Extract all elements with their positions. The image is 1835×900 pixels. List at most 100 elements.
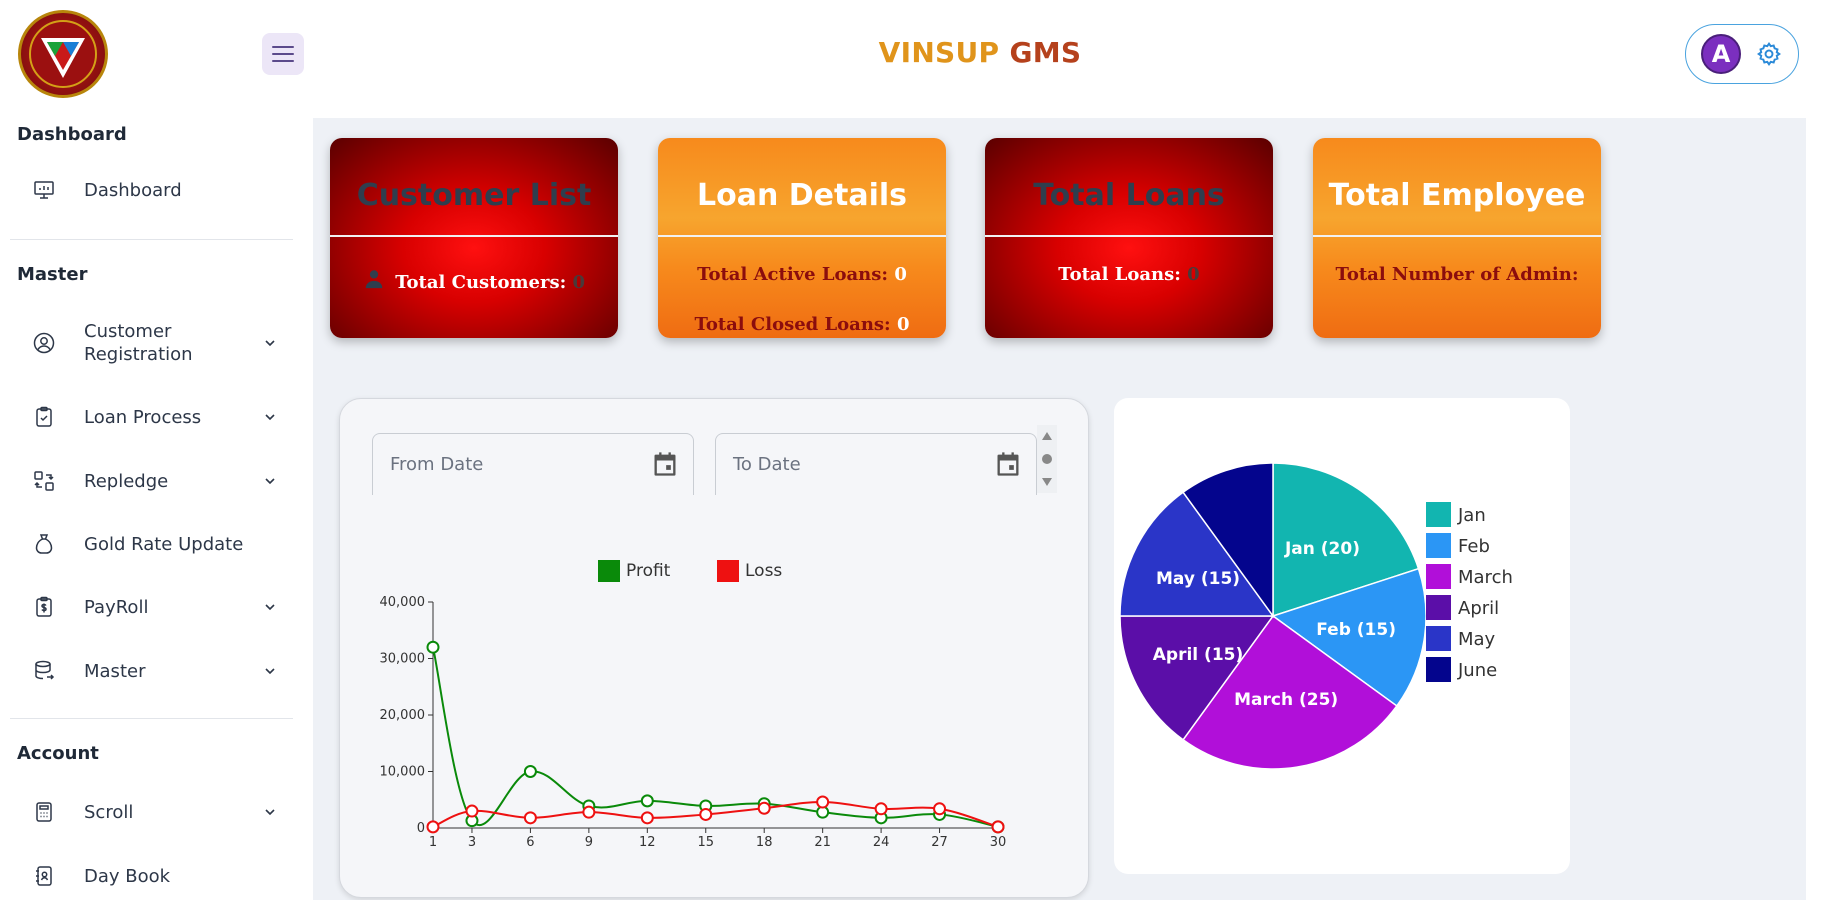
sidebar-item-label: Master <box>84 660 146 682</box>
loan-details-card[interactable]: Loan Details Total Active Loans: 0 Total… <box>658 138 946 338</box>
data-point-loss[interactable] <box>426 820 440 834</box>
x-tick-label: 9 <box>585 835 593 850</box>
data-point-profit[interactable] <box>426 640 440 654</box>
data-point-loss[interactable] <box>640 811 654 825</box>
data-point-loss[interactable] <box>874 802 888 816</box>
caret-down-icon[interactable] <box>1041 477 1053 487</box>
legend-label-loss: Loss <box>745 561 782 581</box>
dot-icon <box>1042 454 1052 464</box>
legend-label-profit: Profit <box>626 561 671 581</box>
sidebar-item-label: Repledge <box>84 470 169 492</box>
user-menu: A <box>1685 24 1799 84</box>
data-point-profit[interactable] <box>523 765 537 778</box>
app-title-product: GMS <box>1009 36 1082 69</box>
sidebar-item-gold-rate-update[interactable]: Gold Rate Update <box>30 530 280 558</box>
person-icon <box>365 270 383 289</box>
contacts-book-icon <box>30 862 58 890</box>
from-date-placeholder: From Date <box>390 454 484 475</box>
series-line-profit <box>432 646 999 828</box>
data-point-loss[interactable] <box>699 807 713 821</box>
data-point-loss[interactable] <box>523 811 537 825</box>
scroll-control[interactable] <box>1037 425 1057 493</box>
x-tick-label: 30 <box>990 835 1007 850</box>
sidebar-item-master[interactable]: Master <box>30 657 280 685</box>
stat-label: Total Number of Admin: <box>1335 264 1579 285</box>
monthly-pie-chart-panel <box>1114 398 1570 874</box>
total-customers-stat: Total Customers: 0 <box>330 268 618 293</box>
sidebar-item-label: Gold Rate Update <box>84 533 244 555</box>
y-tick-label: 20,000 <box>380 708 426 723</box>
total-employee-card[interactable]: Total Employee Total Number of Admin: <box>1313 138 1601 338</box>
sidebar-item-loan-process[interactable]: Loan Process <box>30 403 280 431</box>
data-point-loss[interactable] <box>933 802 947 816</box>
data-point-loss[interactable] <box>465 804 479 818</box>
sidebar-item-label: PayRoll <box>84 596 149 618</box>
sidebar-item-customer-registration[interactable]: Customer Registration <box>30 320 280 366</box>
x-tick-label: 3 <box>468 835 476 850</box>
data-point-loss[interactable] <box>757 801 771 815</box>
stat-value: 0 <box>896 314 910 335</box>
sidebar-item-scroll[interactable]: Scroll <box>30 798 280 826</box>
customer-list-card[interactable]: Customer List Total Customers: 0 <box>330 138 618 338</box>
chevron-down-icon <box>260 802 280 822</box>
y-tick-label: 30,000 <box>380 652 426 667</box>
card-divider <box>330 235 618 237</box>
x-tick-label: 18 <box>756 835 773 850</box>
data-point-profit[interactable] <box>640 794 654 808</box>
top-bar: VINSUP GMS A <box>0 0 1835 118</box>
stat-label: Total Loans: <box>1058 264 1181 285</box>
total-loans-card[interactable]: Total Loans Total Loans: 0 <box>985 138 1273 338</box>
x-tick-label: 6 <box>526 835 534 850</box>
sidebar-item-label: Loan Process <box>84 406 202 428</box>
card-title: Customer List <box>356 178 592 213</box>
calendar-icon[interactable] <box>651 450 679 478</box>
app-title: VINSUP GMS <box>0 36 1835 69</box>
sidebar-item-dashboard[interactable]: Dashboard <box>30 176 280 204</box>
caret-up-icon[interactable] <box>1041 431 1053 441</box>
data-point-loss[interactable] <box>582 805 596 819</box>
sidebar-item-repledge[interactable]: Repledge <box>30 467 280 495</box>
sidebar-item-day-book[interactable]: Day Book <box>30 862 280 890</box>
sidebar-item-label: Dashboard <box>84 179 182 201</box>
calculator-icon <box>30 798 58 826</box>
card-divider <box>658 235 946 237</box>
chevron-down-icon <box>260 471 280 491</box>
legend-swatch-profit <box>598 560 620 582</box>
menu-toggle-button[interactable] <box>262 33 304 75</box>
chevron-down-icon <box>260 333 280 353</box>
sidebar-divider <box>10 239 293 240</box>
card-title: Loan Details <box>696 178 908 213</box>
vinsup-logo-icon[interactable] <box>18 10 108 98</box>
exchange-icon <box>30 467 58 495</box>
x-tick-label: 12 <box>639 835 656 850</box>
settings-button[interactable] <box>1755 40 1783 68</box>
main-content: Customer List Total Customers: 0 Loan De… <box>313 118 1806 900</box>
total-active-loans-stat: Total Active Loans: 0 <box>658 264 946 285</box>
avatar[interactable]: A <box>1701 34 1741 74</box>
x-tick-label: 15 <box>697 835 714 850</box>
legend-swatch-loss <box>717 560 739 582</box>
card-title: Total Loans <box>1033 178 1225 213</box>
y-tick-label: 10,000 <box>380 765 426 780</box>
stat-label: Total Closed Loans: <box>694 314 891 335</box>
chevron-down-icon <box>260 661 280 681</box>
app-title-brand: VINSUP <box>878 36 1000 69</box>
to-date-input[interactable]: To Date <box>715 433 1037 495</box>
stat-label: Total Customers: <box>395 272 567 293</box>
calendar-icon[interactable] <box>994 450 1022 478</box>
card-title: Total Employee <box>1328 178 1586 213</box>
from-date-input[interactable]: From Date <box>372 433 694 495</box>
data-point-loss[interactable] <box>816 795 830 809</box>
hamburger-icon <box>272 46 294 62</box>
gear-icon <box>1757 42 1781 66</box>
sidebar-item-payroll[interactable]: PayRoll <box>30 593 280 621</box>
chevron-down-icon <box>260 407 280 427</box>
to-date-placeholder: To Date <box>733 454 801 475</box>
x-tick-label: 24 <box>873 835 890 850</box>
x-tick-label: 21 <box>814 835 831 850</box>
data-point-loss[interactable] <box>991 820 1005 834</box>
total-loans-stat: Total Loans: 0 <box>985 264 1273 285</box>
sidebar-item-label: Day Book <box>84 865 171 887</box>
sidebar-item-label: Scroll <box>84 801 134 823</box>
user-circle-icon <box>30 329 58 357</box>
